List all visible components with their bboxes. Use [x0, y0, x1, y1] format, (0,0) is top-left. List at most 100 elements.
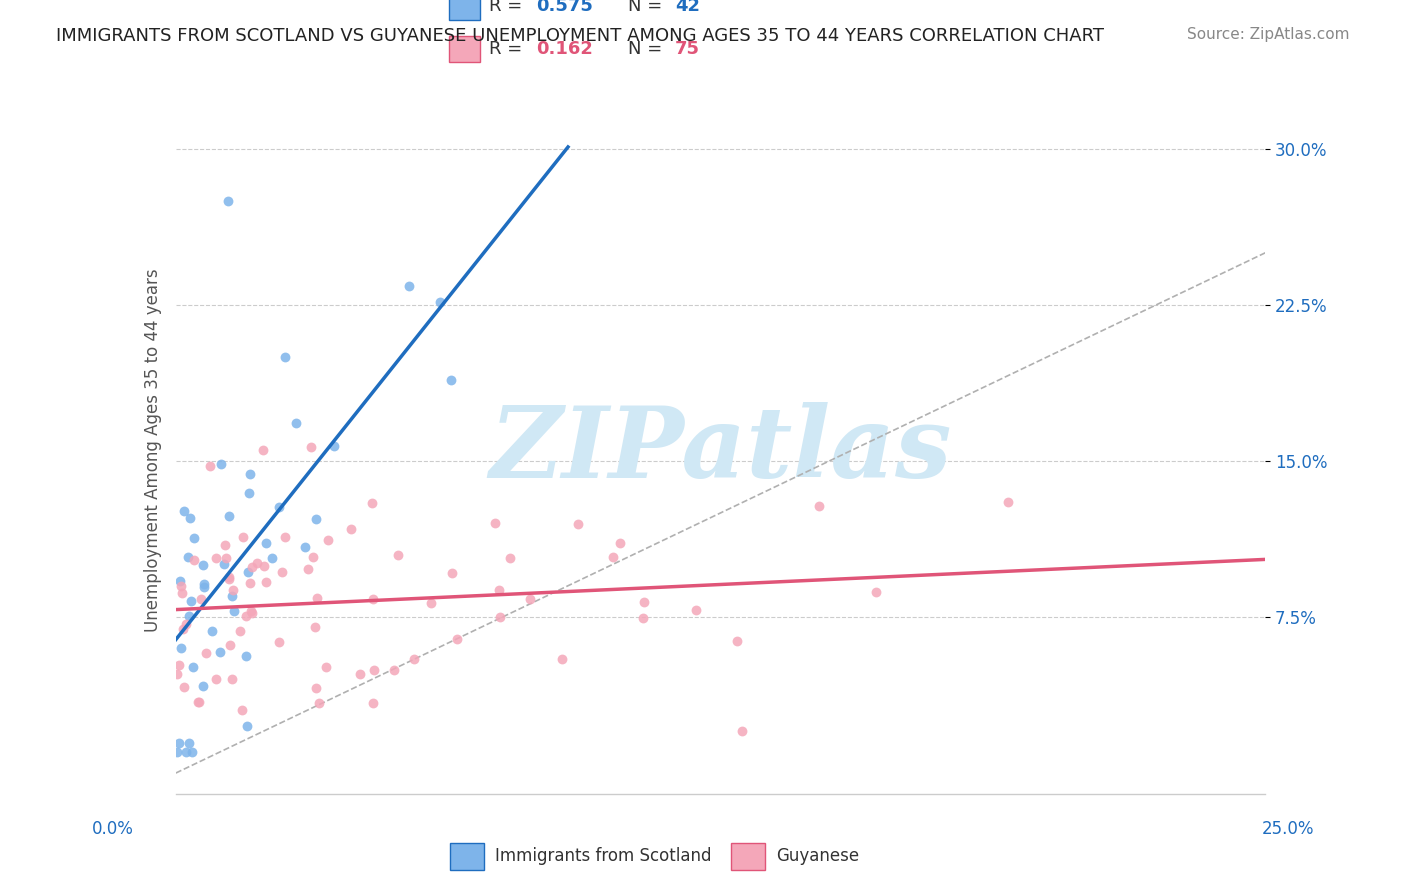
Point — [387, 548, 409, 562]
Point — [193, 580, 215, 594]
Point — [169, 736, 191, 750]
Point — [340, 522, 363, 536]
Point — [232, 530, 254, 544]
Point — [231, 704, 253, 718]
Point — [274, 350, 297, 364]
Point — [205, 672, 228, 686]
Point — [177, 608, 200, 623]
Point — [294, 540, 316, 554]
Point — [240, 560, 263, 574]
Point — [238, 486, 260, 500]
Point — [181, 660, 204, 674]
Point — [215, 551, 238, 566]
Point — [361, 496, 384, 510]
Text: 0.575: 0.575 — [536, 0, 592, 15]
Point — [179, 510, 201, 524]
Point — [297, 562, 319, 576]
Text: R =: R = — [489, 40, 523, 58]
Point — [187, 695, 209, 709]
Point — [285, 416, 308, 430]
Point — [316, 533, 339, 548]
Text: IMMIGRANTS FROM SCOTLAND VS GUYANESE UNEMPLOYMENT AMONG AGES 35 TO 44 YEARS CORR: IMMIGRANTS FROM SCOTLAND VS GUYANESE UNE… — [56, 27, 1104, 45]
Point — [725, 634, 748, 648]
Point — [191, 558, 214, 572]
FancyBboxPatch shape — [450, 843, 484, 870]
Point — [305, 591, 328, 606]
Point — [315, 660, 337, 674]
Point — [305, 512, 328, 526]
Point — [200, 459, 222, 474]
Point — [865, 585, 887, 599]
Point — [221, 672, 243, 686]
Point — [361, 696, 384, 710]
Point — [170, 586, 193, 600]
Point — [609, 535, 631, 549]
Y-axis label: Unemployment Among Ages 35 to 44 years: Unemployment Among Ages 35 to 44 years — [143, 268, 162, 632]
Point — [183, 531, 205, 545]
Point — [633, 594, 655, 608]
Point — [236, 719, 259, 733]
Text: 75: 75 — [675, 40, 700, 58]
Point — [180, 745, 202, 759]
Point — [180, 594, 202, 608]
Point — [169, 574, 191, 588]
Point — [218, 508, 240, 523]
Point — [349, 667, 371, 681]
Point — [217, 194, 239, 208]
Point — [218, 572, 240, 586]
Point — [262, 550, 284, 565]
Point — [429, 295, 451, 310]
Point — [685, 603, 707, 617]
Point — [239, 467, 262, 481]
Point — [305, 681, 328, 695]
Point — [170, 579, 193, 593]
Point — [308, 696, 330, 710]
Point — [172, 622, 194, 636]
Point — [270, 565, 292, 579]
Point — [183, 553, 205, 567]
Point — [174, 745, 197, 759]
Text: Guyanese: Guyanese — [776, 847, 859, 865]
Point — [170, 640, 193, 655]
Point — [166, 667, 188, 681]
Point — [322, 438, 344, 452]
Point — [274, 530, 297, 544]
Point — [269, 635, 291, 649]
Point — [166, 745, 188, 759]
Text: Source: ZipAtlas.com: Source: ZipAtlas.com — [1187, 27, 1350, 42]
Point — [301, 549, 323, 564]
Text: 0.162: 0.162 — [536, 40, 592, 58]
Point — [304, 620, 326, 634]
Point — [252, 443, 274, 458]
Point — [173, 503, 195, 517]
Point — [446, 632, 468, 647]
Text: N =: N = — [628, 40, 662, 58]
Point — [567, 517, 589, 532]
Text: 25.0%: 25.0% — [1263, 820, 1315, 838]
Point — [420, 596, 443, 610]
Point — [200, 624, 222, 639]
Point — [254, 536, 277, 550]
Point — [174, 617, 197, 632]
Point — [441, 566, 464, 580]
Point — [551, 652, 574, 666]
Text: R =: R = — [489, 0, 523, 15]
Point — [190, 592, 212, 607]
Point — [384, 663, 406, 677]
Point — [239, 576, 262, 591]
Point — [195, 647, 218, 661]
Point — [253, 559, 276, 574]
Point — [205, 550, 228, 565]
Point — [236, 565, 259, 579]
Text: 0.0%: 0.0% — [91, 820, 134, 838]
Point — [731, 724, 754, 739]
Point — [176, 549, 198, 564]
Point — [602, 550, 624, 565]
Point — [254, 574, 277, 589]
Text: ZIPatlas: ZIPatlas — [489, 402, 952, 499]
Point — [191, 679, 214, 693]
Point — [808, 499, 831, 513]
Text: N =: N = — [628, 0, 662, 15]
Point — [488, 583, 510, 598]
Point — [221, 589, 243, 603]
